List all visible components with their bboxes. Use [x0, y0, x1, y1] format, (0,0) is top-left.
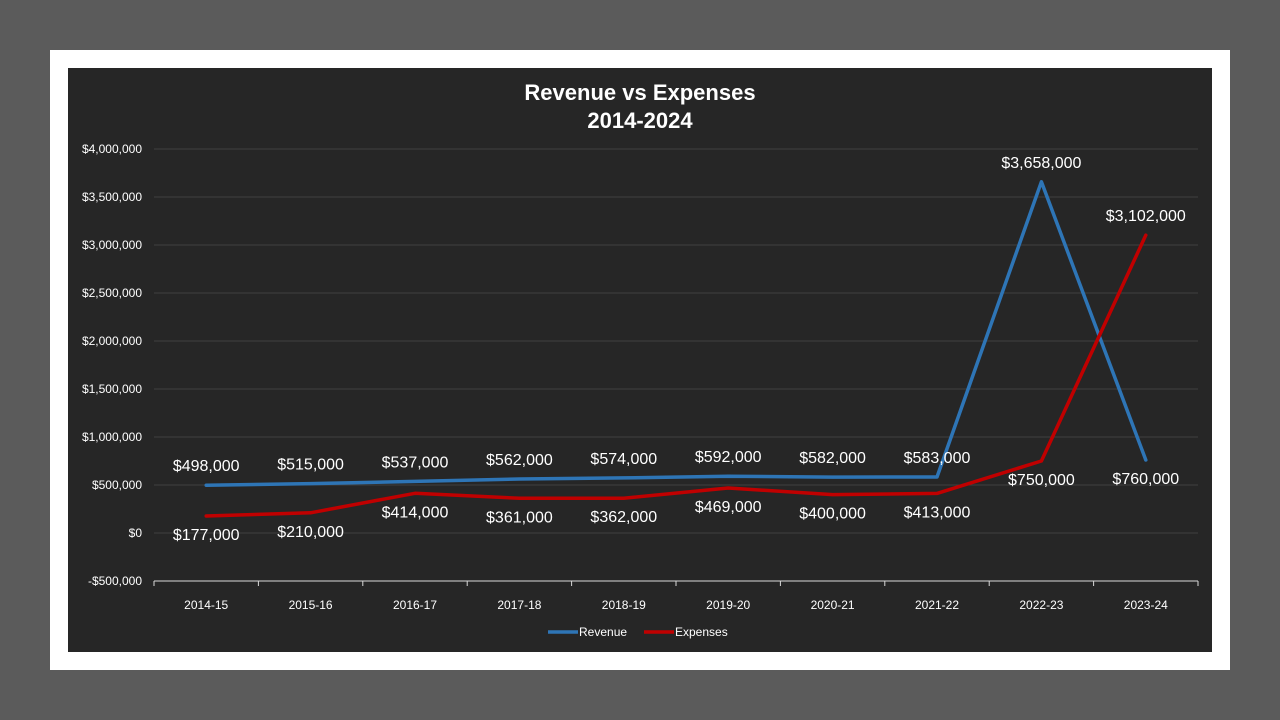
x-tick-label: 2014-15 — [184, 598, 228, 612]
chart-subtitle: 2014-2024 — [587, 108, 693, 133]
x-tick-label: 2022-23 — [1019, 598, 1063, 612]
x-axis-ticks: 2014-15 2015-16 2016-17 2017-18 2018-19 2019-… — [184, 598, 1168, 612]
data-label-revenue: $515,000 — [277, 457, 344, 474]
x-tick-label: 2021-22 — [915, 598, 959, 612]
y-tick-label: $1,000,000 — [82, 430, 142, 444]
chart-area: Revenue vs Expenses 2014-2024 -$500,000 $… — [68, 68, 1212, 652]
y-tick-label: $2,000,000 — [82, 334, 142, 348]
data-label-expenses: $413,000 — [904, 504, 971, 521]
data-label-expenses: $750,000 — [1008, 472, 1075, 489]
x-tick-label: 2019-20 — [706, 598, 750, 612]
data-label-expenses: $3,102,000 — [1106, 208, 1186, 225]
data-label-expenses: $177,000 — [173, 527, 240, 544]
data-label-revenue: $537,000 — [382, 454, 449, 471]
x-tick-label: 2023-24 — [1124, 598, 1168, 612]
data-label-revenue: $562,000 — [486, 452, 553, 469]
y-tick-label: $0 — [129, 526, 143, 540]
y-tick-label: -$500,000 — [88, 574, 142, 588]
data-labels: $498,000 $177,000 $515,000 $210,000 $537,000… — [173, 155, 1186, 544]
data-label-expenses: $361,000 — [486, 509, 553, 526]
legend-label-revenue: Revenue — [579, 625, 627, 639]
data-label-expenses: $400,000 — [799, 506, 866, 523]
gridlines — [154, 148, 1198, 534]
y-tick-label: $4,000,000 — [82, 142, 142, 156]
data-label-expenses: $362,000 — [590, 509, 657, 526]
x-tick-label: 2016-17 — [393, 598, 437, 612]
x-tick-label: 2015-16 — [289, 598, 333, 612]
x-tick-label: 2018-19 — [602, 598, 646, 612]
chart-title: Revenue vs Expenses — [524, 80, 755, 105]
legend-label-expenses: Expenses — [675, 625, 728, 639]
legend: Revenue Expenses — [548, 625, 728, 639]
data-label-revenue: $574,000 — [590, 451, 657, 468]
y-tick-label: $3,500,000 — [82, 190, 142, 204]
x-tick-label: 2017-18 — [497, 598, 541, 612]
data-label-expenses: $210,000 — [277, 524, 344, 541]
y-tick-label: $3,000,000 — [82, 238, 142, 252]
data-label-revenue: $498,000 — [173, 458, 240, 475]
data-label-revenue: $760,000 — [1112, 471, 1179, 488]
y-tick-label: $500,000 — [92, 478, 142, 492]
series-line-revenue — [204, 180, 1148, 487]
x-tick-label: 2020-21 — [811, 598, 855, 612]
x-axis — [153, 580, 1199, 586]
data-label-revenue: $583,000 — [904, 450, 971, 467]
data-label-revenue: $3,658,000 — [1001, 155, 1081, 172]
data-label-expenses: $414,000 — [382, 504, 449, 521]
y-tick-label: $1,500,000 — [82, 382, 142, 396]
series-line-expenses — [204, 233, 1148, 518]
y-axis-ticks: -$500,000 $0 $500,000 $1,000,000 $1,500,000 $… — [82, 142, 142, 588]
data-label-expenses: $469,000 — [695, 499, 762, 516]
data-label-revenue: $592,000 — [695, 449, 762, 466]
series-lines — [204, 180, 1148, 518]
line-chart: Revenue vs Expenses 2014-2024 -$500,000 $… — [82, 80, 1199, 639]
y-tick-label: $2,500,000 — [82, 286, 142, 300]
data-label-revenue: $582,000 — [799, 450, 866, 467]
